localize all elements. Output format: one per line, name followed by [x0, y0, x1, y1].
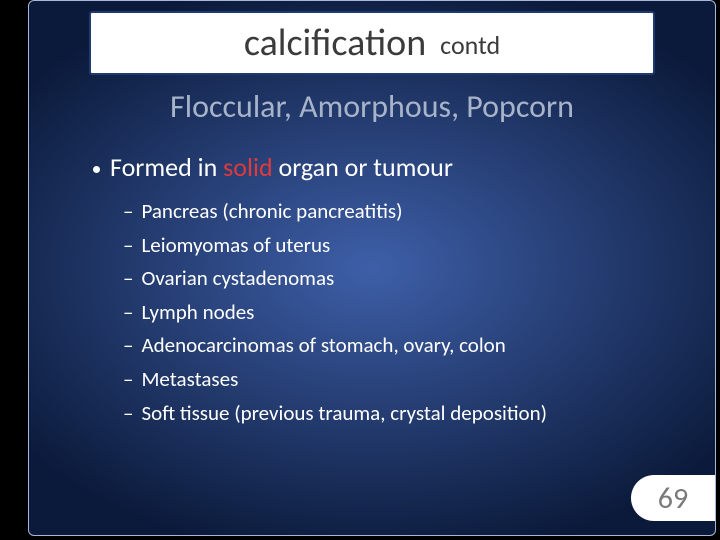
page-number: 69 — [658, 480, 688, 517]
list-item-label: Soft tissue (previous trauma, crystal de… — [141, 397, 547, 431]
title-main: calcification — [244, 20, 426, 66]
dash-icon: – — [123, 397, 133, 431]
list-item: –Adenocarcinomas of stomach, ovary, colo… — [123, 329, 655, 363]
sub-list: –Pancreas (chronic pancreatitis)–Leiomyo… — [123, 195, 655, 430]
lead-pre: Formed in — [110, 151, 223, 183]
lead-accent: solid — [223, 151, 272, 183]
list-item: –Soft tissue (previous trauma, crystal d… — [123, 397, 655, 431]
list-item-label: Leiomyomas of uterus — [141, 229, 330, 263]
list-item: –Metastases — [123, 363, 655, 397]
dash-icon: – — [123, 195, 133, 229]
bullet-dot-icon — [93, 166, 100, 173]
slide-body: Formed in solid organ or tumour –Pancrea… — [93, 151, 655, 430]
list-item: –Lymph nodes — [123, 296, 655, 330]
slide-subtitle: Floccular, Amorphous, Popcorn — [89, 87, 655, 126]
dash-icon: – — [123, 363, 133, 397]
lead-text: Formed in solid organ or tumour — [110, 151, 453, 183]
slide-stage: calcification contd Floccular, Amorphous… — [0, 0, 720, 540]
list-item-label: Pancreas (chronic pancreatitis) — [141, 195, 402, 229]
list-item: –Ovarian cystadenomas — [123, 262, 655, 296]
title-continued: contd — [440, 29, 500, 61]
lead-bullet: Formed in solid organ or tumour — [93, 151, 655, 183]
slide-background: calcification contd Floccular, Amorphous… — [28, 0, 716, 536]
list-item-label: Ovarian cystadenomas — [141, 262, 334, 296]
list-item-label: Lymph nodes — [141, 296, 254, 330]
dash-icon: – — [123, 296, 133, 330]
page-number-tag: 69 — [631, 475, 715, 521]
dash-icon: – — [123, 329, 133, 363]
lead-post: organ or tumour — [273, 151, 453, 183]
list-item-label: Adenocarcinomas of stomach, ovary, colon — [141, 329, 505, 363]
list-item: –Leiomyomas of uterus — [123, 229, 655, 263]
dash-icon: – — [123, 262, 133, 296]
list-item: –Pancreas (chronic pancreatitis) — [123, 195, 655, 229]
dash-icon: – — [123, 229, 133, 263]
title-box: calcification contd — [89, 11, 655, 75]
list-item-label: Metastases — [141, 363, 238, 397]
